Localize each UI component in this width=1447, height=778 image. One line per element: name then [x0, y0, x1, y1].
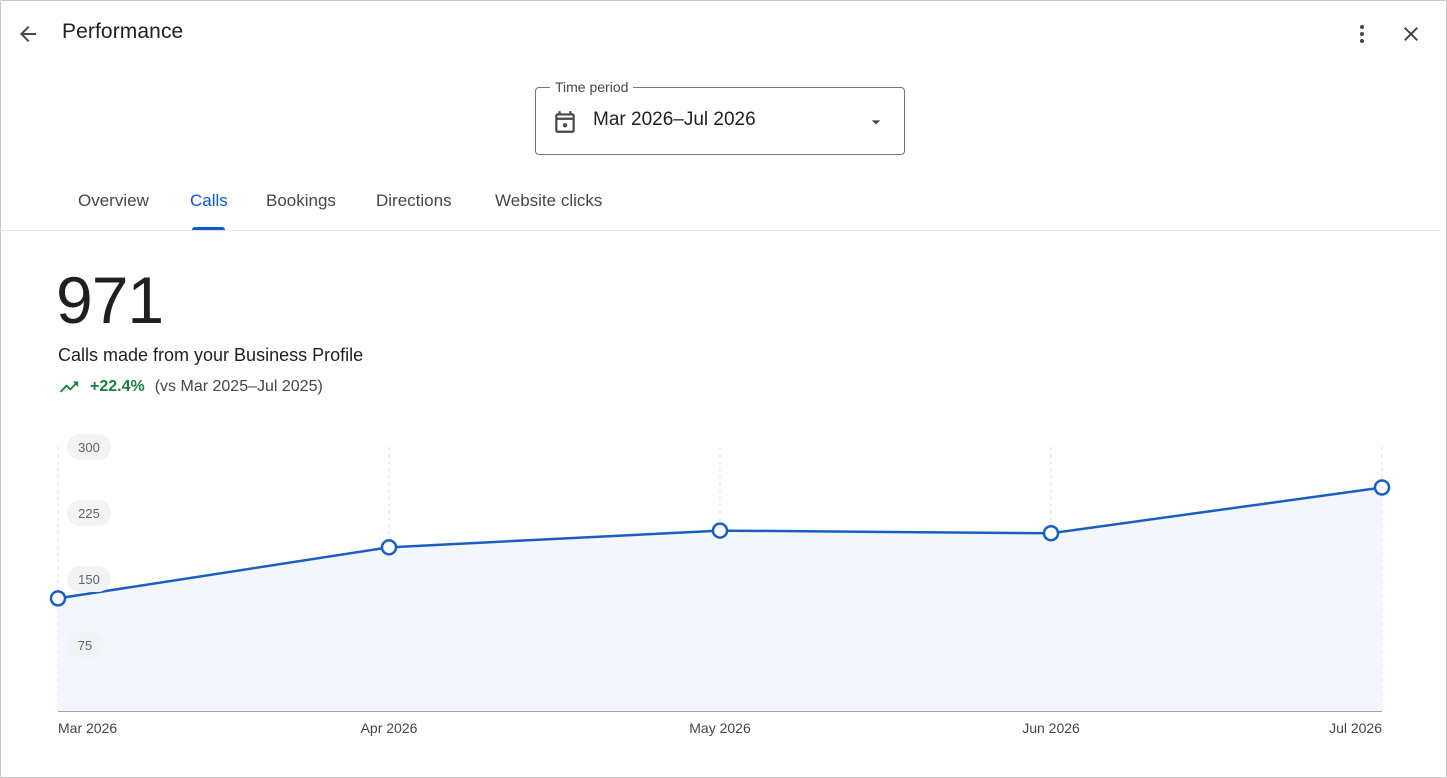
more-options-button[interactable]	[1342, 14, 1382, 54]
time-period-label: Time period	[550, 79, 634, 95]
trend-row: +22.4% (vs Mar 2025–Jul 2025)	[58, 376, 323, 398]
time-period-select[interactable]: Time period Mar 2026–Jul 2026	[535, 79, 905, 155]
metric-description: Calls made from your Business Profile	[58, 345, 364, 365]
y-tick-label: 225	[67, 500, 111, 526]
svg-text:225: 225	[78, 506, 100, 521]
trend-percentage: +22.4%	[90, 378, 145, 395]
trending-up-icon	[59, 381, 79, 393]
tabs-divider	[0, 230, 1440, 231]
x-tick-label: May 2026	[689, 720, 751, 736]
y-tick-label: 150	[67, 566, 111, 592]
x-tick-label: Apr 2026	[360, 720, 418, 736]
time-period-value: Mar 2026–Jul 2026	[593, 109, 756, 130]
more-vert-icon	[1360, 25, 1364, 43]
svg-text:150: 150	[78, 572, 100, 587]
close-button[interactable]	[1391, 14, 1431, 54]
chart-area-fill	[58, 487, 1382, 711]
trend-comparison: (vs Mar 2025–Jul 2025)	[154, 378, 323, 395]
x-tick-label: Jun 2026	[1022, 720, 1080, 736]
chart-data-point[interactable]	[380, 539, 398, 556]
tab-website-clicks[interactable]: Website clicks	[495, 191, 603, 210]
chart-data-point[interactable]	[711, 522, 729, 539]
page-title: Performance	[62, 20, 184, 43]
chart-data-point[interactable]	[49, 590, 67, 607]
dropdown-arrow-icon	[871, 120, 881, 125]
arrow-back-icon	[20, 26, 36, 42]
y-tick-label: 300	[67, 434, 111, 460]
active-tab-indicator	[192, 227, 225, 230]
metric-value: 971	[56, 263, 164, 337]
tab-directions[interactable]: Directions	[376, 191, 452, 210]
close-icon	[1404, 27, 1418, 41]
calendar-icon	[555, 111, 575, 133]
svg-text:75: 75	[78, 638, 92, 653]
chart-data-point[interactable]	[1042, 524, 1060, 542]
tab-bar: Overview Calls Bookings Directions Websi…	[0, 175, 1440, 231]
back-button[interactable]	[8, 14, 48, 54]
x-tick-label: Jul 2026	[1329, 720, 1382, 736]
tab-bookings[interactable]: Bookings	[266, 191, 336, 210]
x-tick-label: Mar 2026	[58, 720, 118, 736]
tab-calls[interactable]: Calls	[190, 191, 228, 210]
svg-text:300: 300	[78, 440, 100, 455]
y-tick-label: 75	[67, 632, 103, 658]
tab-overview[interactable]: Overview	[78, 191, 149, 210]
calls-chart: 75 150 225 300	[49, 434, 1391, 712]
chart-data-point[interactable]	[1373, 479, 1391, 496]
